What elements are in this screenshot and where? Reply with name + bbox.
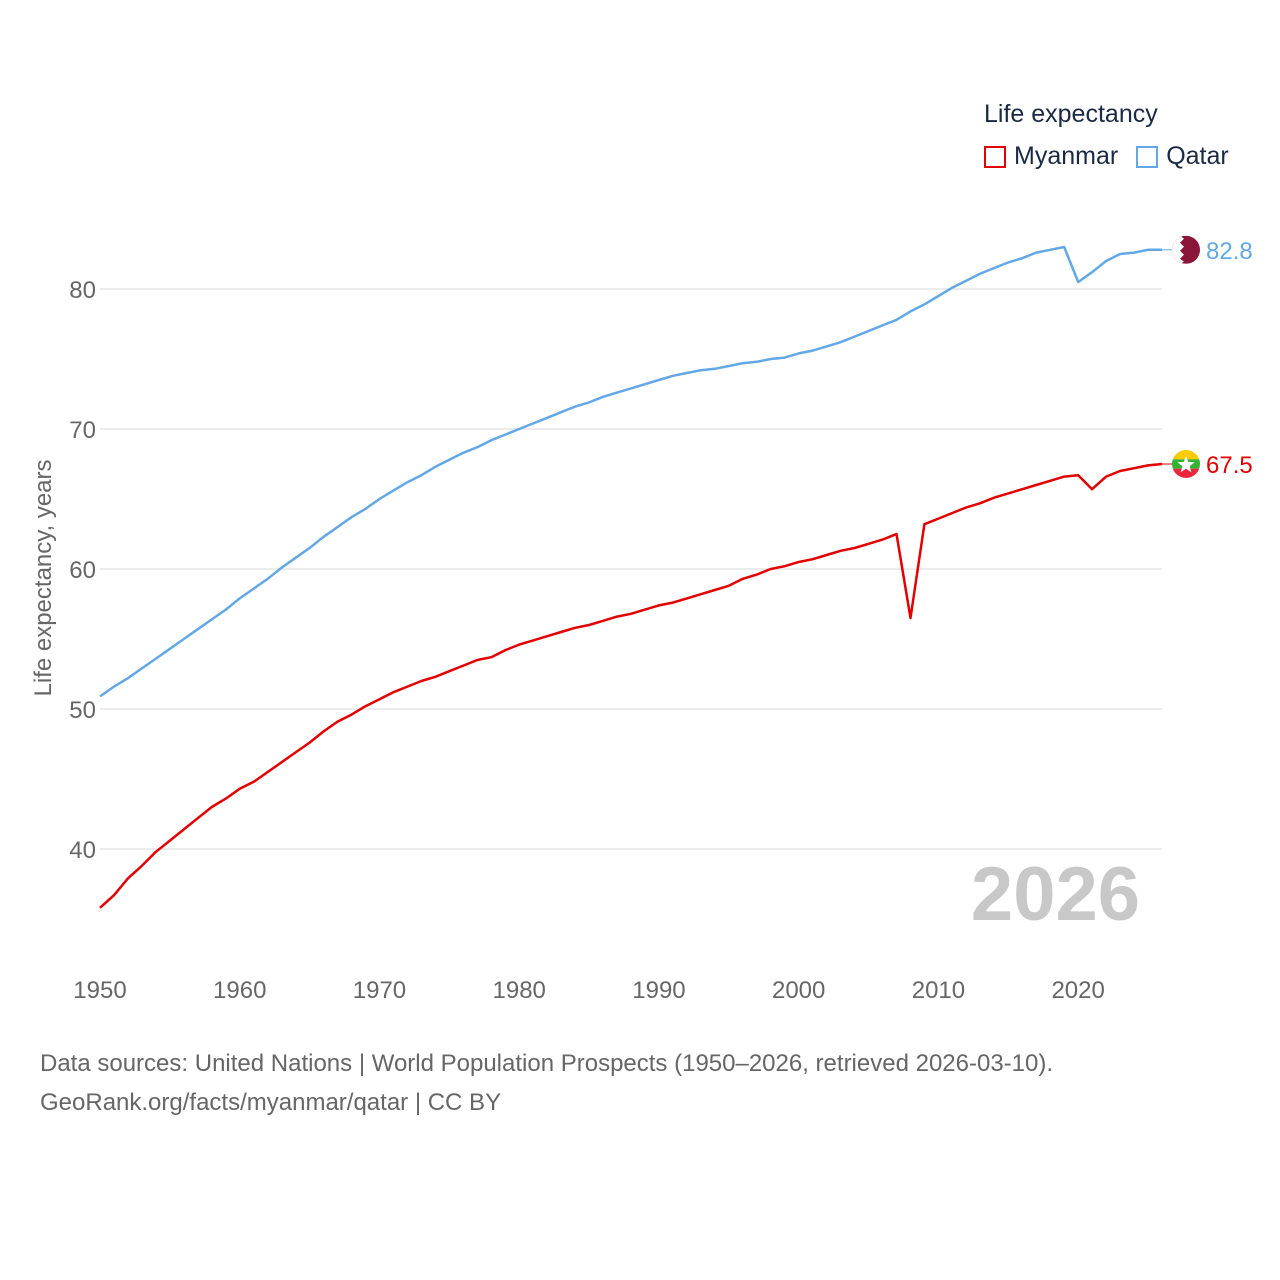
x-tick-label-1970: 1970 [353, 977, 406, 1004]
end-label-myanmar: 67.5 [1206, 452, 1253, 479]
source-line-2[interactable]: GeoRank.org/facts/myanmar/qatar | CC BY [40, 1089, 502, 1116]
year-watermark: 2026 [971, 852, 1140, 937]
x-tick-label-2000: 2000 [772, 977, 825, 1004]
x-tick-label-1960: 1960 [213, 977, 266, 1004]
source-note: Data sources: United Nations | World Pop… [40, 1044, 1053, 1122]
series-line-qatar [99, 245, 1162, 698]
source-line-1: Data sources: United Nations | World Pop… [40, 1050, 1054, 1077]
x-tick-label-1980: 1980 [493, 977, 546, 1004]
y-tick-label-40: 40 [69, 837, 96, 864]
legend-label-qatar: Qatar [1166, 142, 1229, 170]
legend: Myanmar Qatar [984, 142, 1247, 171]
legend-label-myanmar: Myanmar [1014, 142, 1119, 170]
myanmar-flag-icon [1172, 450, 1200, 478]
legend-swatch-qatar [1136, 145, 1159, 168]
x-tick-label-2020: 2020 [1051, 977, 1104, 1004]
y-tick-label-60: 60 [69, 557, 96, 584]
legend-item-myanmar[interactable]: Myanmar [984, 142, 1118, 171]
y-tick-label-70: 70 [69, 417, 96, 444]
x-tick-label-1950: 1950 [73, 977, 126, 1004]
legend-title: Life expectancy [984, 100, 1158, 128]
end-label-qatar: 82.8 [1206, 238, 1253, 265]
series-line-myanmar [99, 462, 1163, 909]
y-tick-label-50: 50 [69, 697, 96, 724]
y-axis-title: Life expectancy, years [30, 459, 57, 696]
x-tick-label-2010: 2010 [912, 977, 965, 1004]
y-tick-label-80: 80 [69, 277, 96, 304]
legend-item-qatar[interactable]: Qatar [1136, 142, 1229, 171]
legend-swatch-myanmar [984, 145, 1006, 168]
qatar-flag-icon [1172, 235, 1200, 264]
x-tick-label-1990: 1990 [632, 977, 685, 1004]
